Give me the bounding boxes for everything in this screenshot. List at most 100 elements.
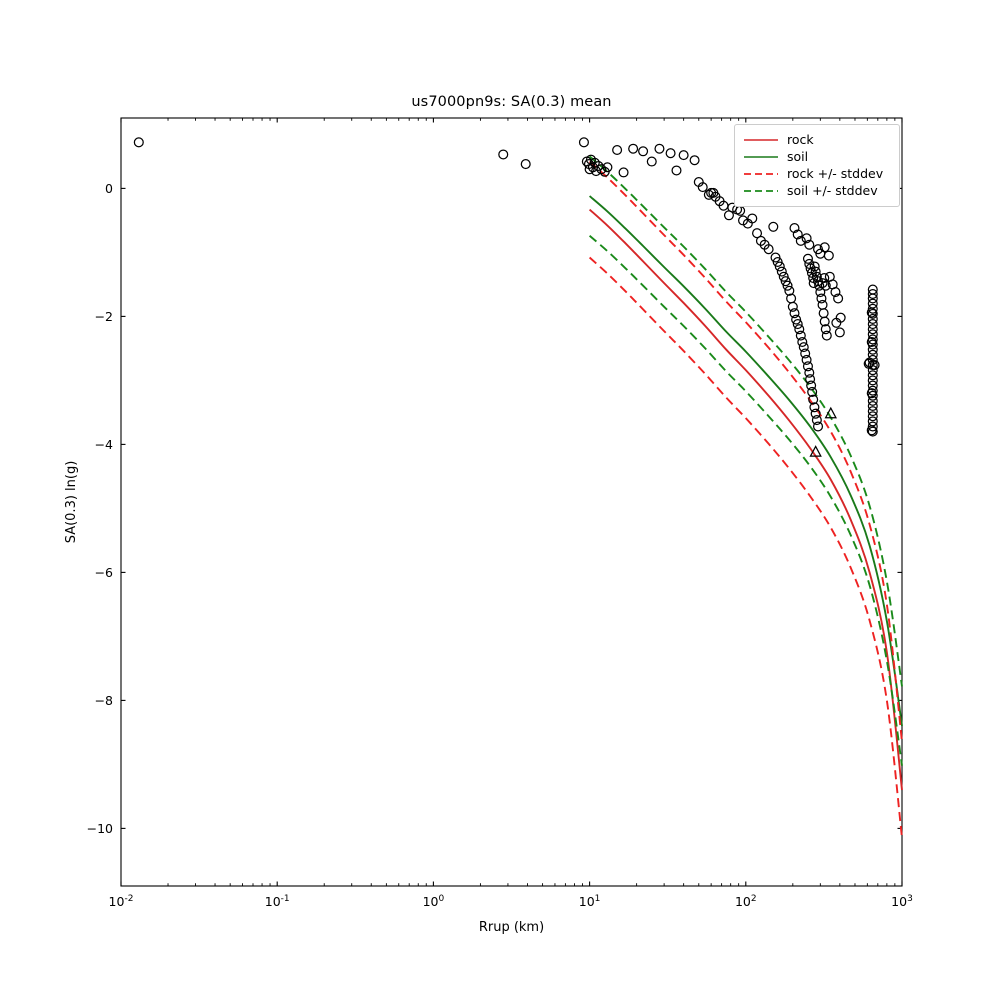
observation-marker <box>804 367 815 378</box>
observation-marker <box>689 155 700 166</box>
observation-marker <box>789 308 800 319</box>
x-axis-label: Rrup (km) <box>478 920 545 935</box>
observation-marker <box>768 221 779 232</box>
svg-text:−2: −2 <box>95 309 113 324</box>
observation-marker <box>802 253 813 264</box>
observation-marker <box>798 342 809 353</box>
observation-marker <box>818 308 829 319</box>
observation-marker <box>867 421 878 432</box>
observation-marker <box>810 266 821 277</box>
observation-marker <box>867 426 878 437</box>
svg-text:−10: −10 <box>87 821 113 836</box>
observation-marker <box>819 316 830 327</box>
svg-text:−8: −8 <box>95 693 113 708</box>
observation-marker <box>866 388 877 399</box>
observation-marker <box>817 278 828 289</box>
observation-marker <box>867 380 878 391</box>
observation-marker <box>520 159 531 170</box>
observation-marker <box>763 244 774 255</box>
triangle-marker <box>809 445 822 457</box>
curve-rock-stddev <box>588 160 903 743</box>
observation-marker <box>747 213 758 224</box>
observation-marker <box>808 394 819 405</box>
observation-marker <box>816 293 827 304</box>
axes-frame <box>120 117 903 887</box>
observation-marker <box>864 357 875 368</box>
observation-marker <box>867 303 878 314</box>
observation-marker <box>866 425 877 436</box>
observation-marker <box>735 205 746 216</box>
observation-marker <box>792 229 803 240</box>
observation-marker <box>133 137 144 148</box>
curve-rock <box>588 208 903 791</box>
observation-marker <box>800 348 811 359</box>
observation-marker <box>867 319 878 330</box>
observation-marker <box>830 287 841 298</box>
observation-marker <box>794 324 805 335</box>
svg-text:102: 102 <box>735 894 757 909</box>
observation-marker <box>671 165 682 176</box>
svg-text:−4: −4 <box>95 437 113 452</box>
observation-marker <box>806 380 817 391</box>
observation-marker <box>782 280 793 291</box>
observation-marker <box>813 276 824 287</box>
curve-soil-stddev <box>588 155 903 687</box>
chart-title: us7000pn9s: SA(0.3) mean <box>411 94 612 110</box>
legend-line-rock-stddev <box>744 172 778 175</box>
observation-marker <box>867 416 878 427</box>
legend-label-soil-stddev: soil +/- stddev <box>787 183 878 198</box>
y-axis-ticks: 0 −2 −4 −6 −8 −10 <box>87 181 902 836</box>
observation-marker <box>833 293 844 304</box>
observation-marker <box>780 276 791 287</box>
observation-marker <box>791 314 802 325</box>
observation-marker <box>697 182 708 193</box>
legend-item-soil[interactable]: soil <box>743 148 891 165</box>
legend-item-rock-stddev[interactable]: rock +/- stddev <box>743 165 891 182</box>
svg-text:0: 0 <box>105 181 113 196</box>
observation-marker <box>863 358 874 369</box>
observation-marker <box>821 330 832 341</box>
observation-marker <box>795 330 806 341</box>
observation-marker <box>813 421 824 432</box>
observation-marker <box>797 336 808 348</box>
observation-marker <box>831 317 842 328</box>
observation-marker <box>810 408 821 419</box>
observation-marker <box>787 301 798 312</box>
observation-marker <box>778 271 789 282</box>
observation-marker <box>814 280 825 291</box>
observation-marker <box>703 189 714 200</box>
observation-marker <box>867 298 878 309</box>
legend-line-soil <box>744 155 778 158</box>
curve-soil-stddev <box>588 235 903 766</box>
observation-marker <box>802 361 813 372</box>
observation-marker <box>795 235 806 246</box>
observation-marker <box>792 319 803 330</box>
legend-item-soil-stddev[interactable]: soil +/- stddev <box>743 182 891 199</box>
observation-marker <box>867 406 878 417</box>
observation-marker <box>867 375 878 386</box>
legend-line-soil-stddev <box>744 189 778 192</box>
observation-marker <box>820 324 831 335</box>
observation-marker <box>804 239 815 250</box>
observation-marker <box>867 395 878 406</box>
legend-line-rock <box>744 138 778 141</box>
legend[interactable]: rock soil rock +/- stddev soil +/- stdde… <box>734 124 900 207</box>
curve-rock-stddev <box>588 256 903 839</box>
observation-marker <box>789 223 800 234</box>
observation-marker <box>811 271 822 282</box>
observation-marker <box>801 354 812 365</box>
observation-marker <box>823 250 834 261</box>
observation-marker <box>578 137 589 148</box>
observation-marker <box>804 258 815 269</box>
observation-marker <box>774 261 785 272</box>
observation-marker <box>801 233 812 244</box>
observation-marker <box>869 360 880 371</box>
observation-marker <box>867 293 878 304</box>
observation-marker <box>612 144 623 156</box>
legend-item-rock[interactable]: rock <box>743 131 891 148</box>
svg-text:10-1: 10-1 <box>265 894 290 909</box>
observation-marker <box>867 344 878 355</box>
observation-marker <box>866 307 877 318</box>
